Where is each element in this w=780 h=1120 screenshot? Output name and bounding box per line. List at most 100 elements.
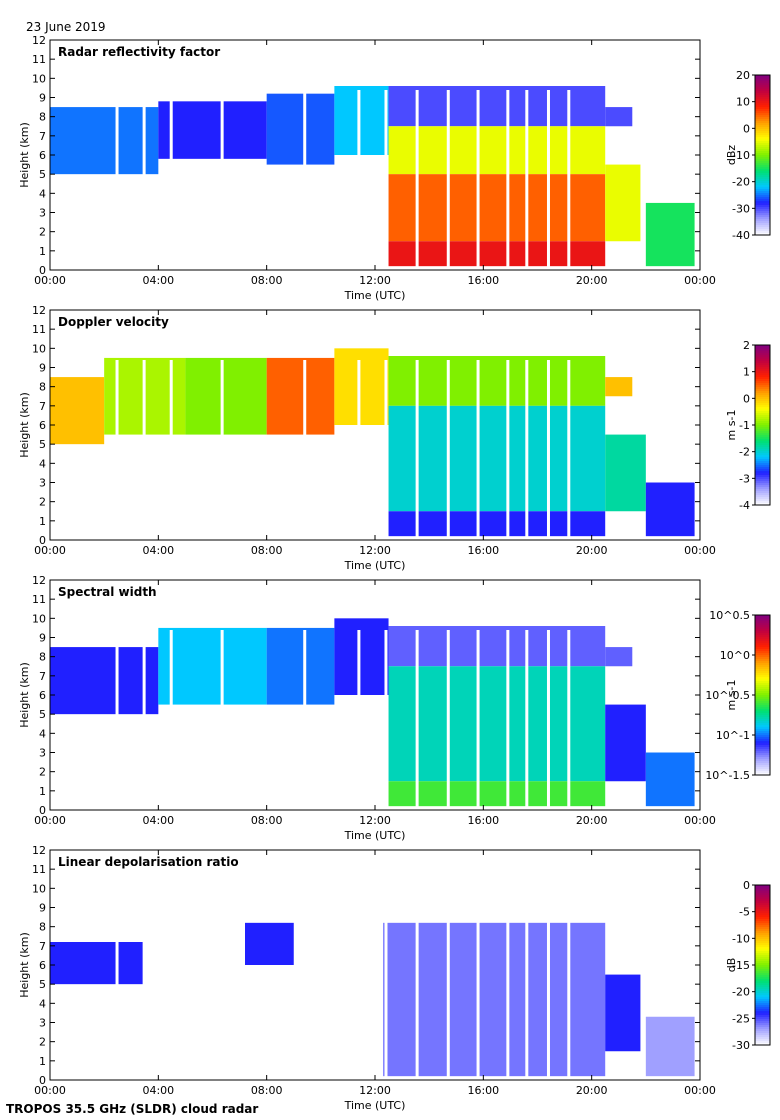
colorbar-segment — [755, 1023, 770, 1026]
colorbar-segment — [755, 483, 770, 486]
data-gap-stripe — [506, 360, 510, 540]
data-gap-stripe — [567, 900, 571, 1080]
y-tick-label: 7 — [39, 670, 46, 683]
heatmap-cell — [245, 922, 294, 965]
colorbar-segment — [755, 167, 770, 170]
colorbar-segment — [755, 637, 770, 640]
colorbar-segment — [755, 729, 770, 732]
colorbar-segment — [755, 1017, 770, 1020]
colorbar-segment — [755, 895, 770, 898]
colorbar-segment — [755, 445, 770, 448]
y-tick-label: 4 — [39, 727, 46, 740]
colorbar-segment — [755, 479, 770, 482]
heatmap-cell — [266, 93, 335, 165]
colorbar-segment — [755, 129, 770, 132]
colorbar-segment — [755, 389, 770, 392]
colorbar-segment — [755, 899, 770, 902]
y-tick-label: 2 — [39, 766, 46, 779]
colorbar-tick-label: 10^-1 — [716, 729, 750, 742]
colorbar-segment — [755, 723, 770, 726]
colorbar-segment — [755, 75, 770, 78]
chart-title: Spectral width — [58, 585, 157, 599]
data-gap-stripe — [142, 630, 146, 810]
colorbar-segment — [755, 187, 770, 190]
colorbar-segment — [755, 399, 770, 402]
colorbar-segment — [755, 345, 770, 348]
colorbar-segment — [755, 1037, 770, 1040]
colorbar-segment — [755, 351, 770, 354]
colorbar-segment — [755, 773, 770, 776]
chart-title: Linear depolarisation ratio — [58, 855, 239, 869]
data-gap-stripe — [115, 900, 119, 1080]
colorbar-segment — [755, 951, 770, 954]
x-tick-label: 08:00 — [251, 1084, 283, 1097]
colorbar-segment — [755, 897, 770, 900]
colorbar-segment — [755, 193, 770, 196]
y-tick-label: 0 — [39, 1074, 46, 1087]
colorbar-segment — [755, 1013, 770, 1016]
y-axis-label: Height (km) — [18, 122, 31, 188]
colorbar-segment — [755, 693, 770, 696]
data-gap-stripe — [303, 630, 307, 810]
colorbar-segment — [755, 1021, 770, 1024]
x-tick-label: 20:00 — [576, 814, 608, 827]
data-gap-stripe — [567, 360, 571, 540]
y-tick-label: 9 — [39, 362, 46, 375]
colorbar-segment — [755, 347, 770, 350]
colorbar-segment — [755, 761, 770, 764]
colorbar-segment — [755, 381, 770, 384]
colorbar-segment — [755, 667, 770, 670]
colorbar-segment — [755, 421, 770, 424]
y-tick-label: 7 — [39, 940, 46, 953]
colorbar-segment — [755, 197, 770, 200]
colorbar-segment — [755, 145, 770, 148]
colorbar-segment — [755, 87, 770, 90]
colorbar-segment — [755, 625, 770, 628]
colorbar-segment — [755, 227, 770, 230]
colorbar-segment — [755, 893, 770, 896]
colorbar-segment — [755, 367, 770, 370]
colorbar-segment — [755, 489, 770, 492]
data-gap-stripe — [525, 360, 529, 540]
colorbar-segment — [755, 221, 770, 224]
colorbar-segment — [755, 753, 770, 756]
x-axis-label: Time (UTC) — [344, 289, 406, 302]
colorbar-segment — [755, 491, 770, 494]
data-gap-stripe — [415, 360, 419, 540]
colorbar-segment — [755, 887, 770, 890]
x-tick-label: 08:00 — [251, 814, 283, 827]
heatmap-cell — [388, 356, 606, 406]
data-gap-stripe — [169, 630, 173, 810]
colorbar-segment — [755, 947, 770, 950]
colorbar-segment — [755, 375, 770, 378]
colorbar-segment — [755, 641, 770, 644]
x-tick-label: 04:00 — [142, 274, 174, 287]
colorbar-segment — [755, 999, 770, 1002]
colorbar-segment — [755, 697, 770, 700]
colorbar-segment — [755, 149, 770, 152]
colorbar-segment — [755, 709, 770, 712]
colorbar-segment — [755, 989, 770, 992]
colorbar-segment — [755, 465, 770, 468]
colorbar-segment — [755, 369, 770, 372]
colorbar-segment — [755, 659, 770, 662]
colorbar-tick-label: -1 — [739, 419, 750, 432]
colorbar-segment — [755, 623, 770, 626]
colorbar-segment — [755, 955, 770, 958]
y-tick-label: 3 — [39, 477, 46, 490]
colorbar-segment — [755, 993, 770, 996]
colorbar-segment — [755, 153, 770, 156]
colorbar-segment — [755, 1003, 770, 1006]
y-tick-label: 11 — [32, 323, 46, 336]
colorbar-segment — [755, 1011, 770, 1014]
colorbar-segment — [755, 493, 770, 496]
colorbar-segment — [755, 173, 770, 176]
colorbar-segment — [755, 1019, 770, 1022]
y-tick-label: 11 — [32, 593, 46, 606]
colorbar-segment — [755, 661, 770, 664]
colorbar-segment — [755, 657, 770, 660]
colorbar-segment — [755, 1001, 770, 1004]
y-tick-label: 7 — [39, 130, 46, 143]
heatmap-cell — [50, 942, 145, 985]
y-tick-label: 1 — [39, 515, 46, 528]
